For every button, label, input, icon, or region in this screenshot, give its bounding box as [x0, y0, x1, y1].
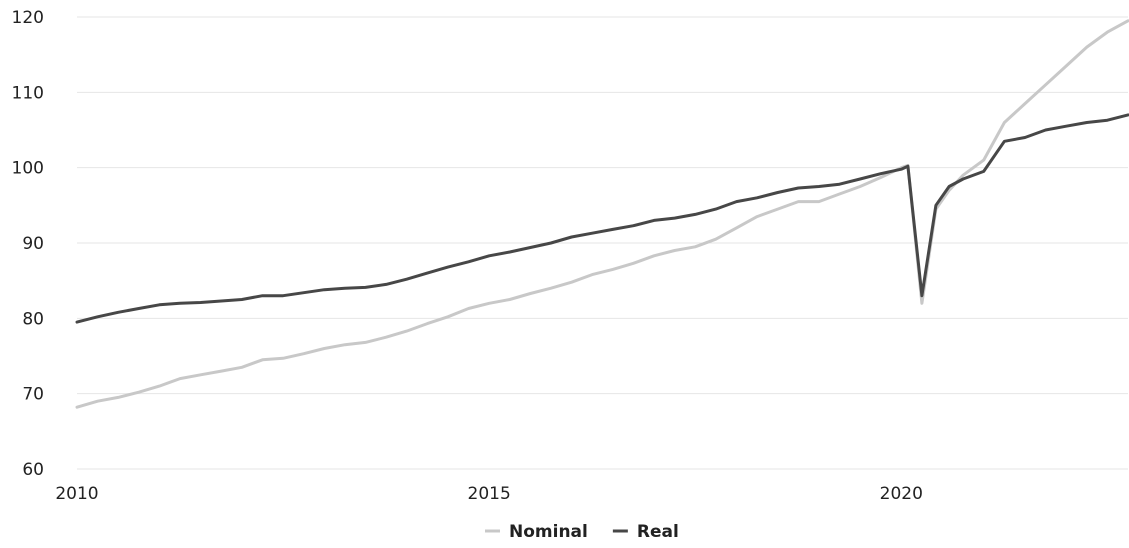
y-axis-tick-labels: 60 70 80 90 100 110 120 [12, 8, 44, 480]
legend-label-nominal: Nominal [509, 522, 588, 542]
series-line-real [75, 113, 1129, 324]
y-tick-label: 110 [12, 83, 44, 103]
y-tick-label: 90 [22, 234, 44, 254]
x-tick-label: 2020 [880, 484, 923, 504]
y-tick-label: 120 [12, 8, 44, 28]
y-tick-label: 60 [22, 460, 44, 480]
x-axis-tick-labels: 2010 2015 2020 [55, 484, 923, 504]
y-tick-label: 80 [22, 309, 44, 329]
legend-label-real: Real [637, 522, 679, 542]
grid-lines [77, 16, 1128, 470]
series-line-nominal [75, 19, 1129, 409]
legend: Nominal Real [485, 522, 679, 542]
x-tick-label: 2015 [468, 484, 511, 504]
y-tick-label: 70 [22, 385, 44, 405]
x-tick-label: 2010 [55, 484, 98, 504]
series-lines [75, 19, 1129, 409]
y-tick-label: 100 [12, 159, 44, 179]
